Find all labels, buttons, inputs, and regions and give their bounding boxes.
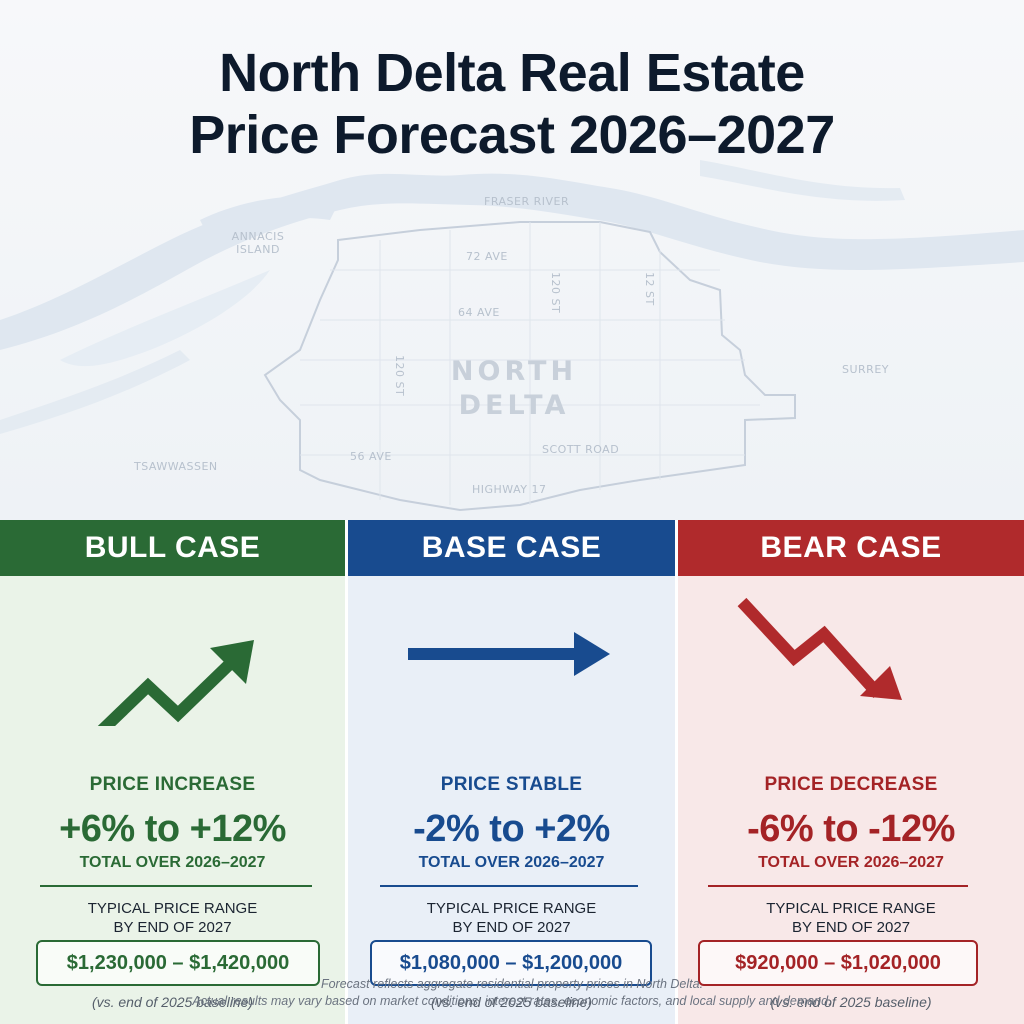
bull-typical-label-line-2: BY END OF 2027: [113, 919, 232, 936]
bull-price-range: $1,230,000 – $1,420,000: [36, 940, 320, 986]
trend-up-arrow-icon: [0, 586, 345, 743]
bull-case-panel: BULL CASE PRICE INCREASE +6% to +12% TOT…: [0, 520, 345, 1024]
base-period-label: TOTAL OVER 2026–2027: [418, 854, 605, 871]
river-branch: [200, 196, 340, 240]
map-label-scott-road: SCOTT ROAD: [542, 443, 620, 456]
base-direction-label: PRICE STABLE: [440, 774, 583, 795]
page-title-line-1: North Delta Real Estate: [219, 43, 805, 103]
bear-divider: [708, 885, 968, 887]
base-divider: [380, 885, 638, 887]
channel-east: [700, 160, 905, 201]
bear-direction-label: PRICE DECREASE: [764, 774, 938, 795]
base-typical-label: TYPICAL PRICE RANGE BY END OF 2027: [348, 899, 675, 937]
bear-case-header: BEAR CASE: [678, 520, 1024, 576]
map-label-north-delta: NORTH DELTA: [424, 355, 604, 423]
bear-typical-label: TYPICAL PRICE RANGE BY END OF 2027: [678, 899, 1024, 937]
bear-typical-label-line-1: TYPICAL PRICE RANGE: [766, 900, 936, 917]
map-label-fraser-river: FRASER RIVER: [484, 195, 570, 208]
background-map: FRASER RIVER ANNACIS ISLAND 72 AVE 64 AV…: [0, 0, 1024, 520]
map-label-64-ave: 64 AVE: [458, 306, 500, 319]
bull-baseline-note: (vs. end of 2025 baseline): [91, 994, 254, 1010]
bull-typical-label: TYPICAL PRICE RANGE BY END OF 2027: [0, 899, 345, 937]
bear-typical-label-line-2: BY END OF 2027: [791, 919, 911, 936]
island-shape: [60, 270, 270, 367]
footnote: Forecast reflects aggregate residential …: [0, 976, 1024, 1010]
map-label-120-st-north: 120 ST: [549, 272, 562, 314]
north-delta-boundary: [263, 221, 796, 512]
bear-price-range: $920,000 – $1,020,000: [698, 940, 978, 986]
map-label-annacis-island: ANNACIS ISLAND: [228, 230, 288, 256]
panel-divider-left: [345, 520, 348, 1024]
map-label-12-st: 12 ST: [643, 272, 656, 306]
base-change-range: -2% to +2%: [413, 808, 610, 850]
map-label-56-ave: 56 AVE: [350, 450, 392, 463]
base-typical-label-line-2: BY END OF 2027: [452, 919, 571, 936]
map-label-120-st: 120 ST: [393, 355, 406, 397]
map-label-delta: DELTA: [458, 390, 570, 421]
base-case-header: BASE CASE: [348, 520, 675, 576]
bear-baseline-note: (vs. end of 2025 baseline): [770, 994, 932, 1010]
bull-divider: [40, 885, 312, 887]
base-case-panel: BASE CASE PRICE STABLE -2% to +2% TOTAL …: [348, 520, 675, 1024]
bull-typical-label-line-1: TYPICAL PRICE RANGE: [87, 900, 258, 917]
base-baseline-note: (vs. end of 2025 baseline): [430, 994, 593, 1010]
bull-change-range: +6% to +12%: [59, 808, 286, 850]
page-title-line-2: Price Forecast 2026–2027: [189, 105, 835, 165]
map-graphic: [0, 160, 1024, 512]
panel-divider-right: [675, 520, 678, 1024]
trend-down-arrow-icon: [678, 586, 1024, 716]
base-typical-label-line-1: TYPICAL PRICE RANGE: [426, 900, 597, 917]
bull-direction-label: PRICE INCREASE: [89, 774, 256, 795]
bull-case-header: BULL CASE: [0, 520, 345, 576]
page-title: North Delta Real Estate Price Forecast 2…: [0, 42, 1024, 166]
footnote-line-2: Actual results may vary based on market …: [192, 994, 832, 1008]
map-label-annacis: ANNACIS: [231, 230, 285, 243]
bull-period-label: TOTAL OVER 2026–2027: [79, 854, 266, 871]
bull-case-body: PRICE INCREASE +6% to +12% TOTAL OVER 20…: [0, 576, 345, 1024]
bear-case-panel: BEAR CASE PRICE DECREASE -6% to -12% TOT…: [678, 520, 1024, 1024]
base-case-body: PRICE STABLE -2% to +2% TOTAL OVER 2026–…: [348, 576, 675, 1024]
footnote-line-1: Forecast reflects aggregate residential …: [320, 977, 704, 991]
bear-change-range: -6% to -12%: [747, 808, 955, 850]
map-label-tsawwassen: TSAWWASSEN: [134, 460, 218, 473]
map-label-highway-17: HIGHWAY 17: [472, 483, 547, 496]
map-label-island: ISLAND: [236, 243, 280, 256]
bear-period-label: TOTAL OVER 2026–2027: [758, 854, 944, 871]
map-label-surrey: SURREY: [842, 363, 889, 376]
bear-case-body: PRICE DECREASE -6% to -12% TOTAL OVER 20…: [678, 576, 1024, 1024]
channel: [0, 350, 190, 434]
street-grid: [300, 222, 760, 505]
base-price-range: $1,080,000 – $1,200,000: [370, 940, 652, 986]
map-label-north: NORTH: [450, 356, 578, 387]
map-label-72-ave: 72 AVE: [466, 250, 508, 263]
flat-right-arrow-icon: [348, 586, 675, 716]
